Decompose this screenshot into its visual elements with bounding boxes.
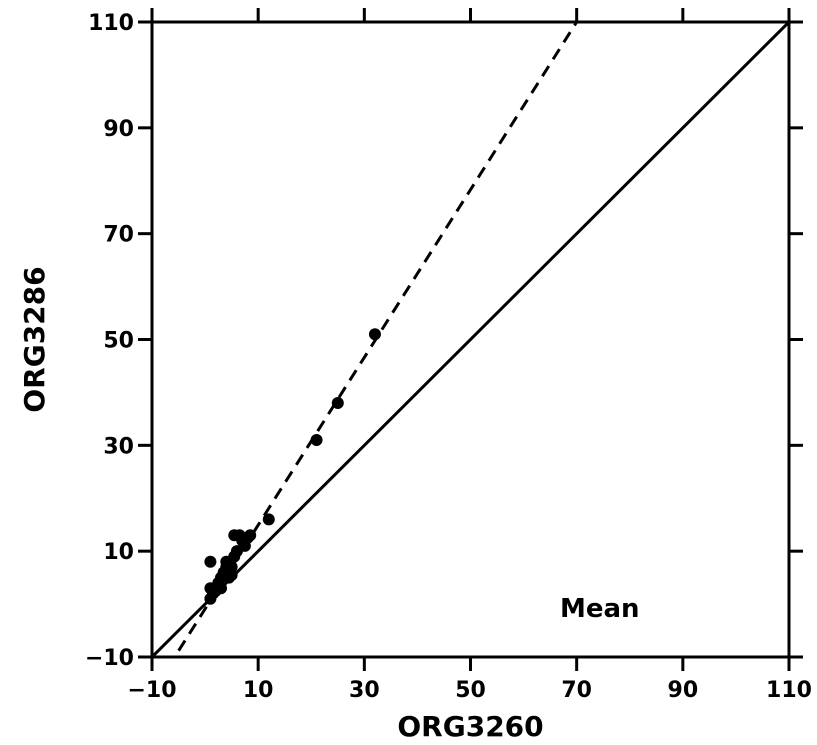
data-point (368, 328, 381, 341)
x-tick-label: 110 (766, 678, 812, 703)
reference-lines (152, 22, 789, 657)
data-point (262, 513, 275, 526)
x-axis-title: ORG3260 (397, 710, 543, 743)
y-axis-title: ORG3286 (18, 266, 51, 412)
x-tick-label: 50 (455, 678, 486, 703)
y-tick-label: 70 (103, 223, 134, 248)
y-tick-label: −10 (85, 646, 134, 671)
x-tick-label: −10 (127, 678, 176, 703)
data-point (310, 434, 323, 447)
y-tick-label: 30 (103, 434, 134, 459)
data-point (331, 397, 344, 409)
y-tick-label: 110 (88, 11, 134, 36)
axis-ticks (138, 8, 803, 671)
data-point (225, 561, 238, 574)
x-tick-label: 70 (561, 678, 592, 703)
identity-line-solid (152, 22, 789, 657)
y-tick-label: 50 (103, 329, 134, 354)
x-tick-label: 90 (668, 678, 699, 703)
x-tick-label: 30 (349, 678, 380, 703)
y-tick-label: 10 (103, 540, 134, 565)
tick-labels: −10 10 30 50 70 90 110 −10 10 30 50 70 90 110 (85, 11, 812, 703)
data-point (244, 529, 257, 542)
data-point (204, 555, 217, 568)
y-tick-label: 90 (103, 117, 134, 142)
x-tick-label: 10 (243, 678, 274, 703)
data-points (204, 328, 381, 605)
annotation-mean: Mean (560, 594, 640, 624)
data-point (215, 582, 228, 595)
